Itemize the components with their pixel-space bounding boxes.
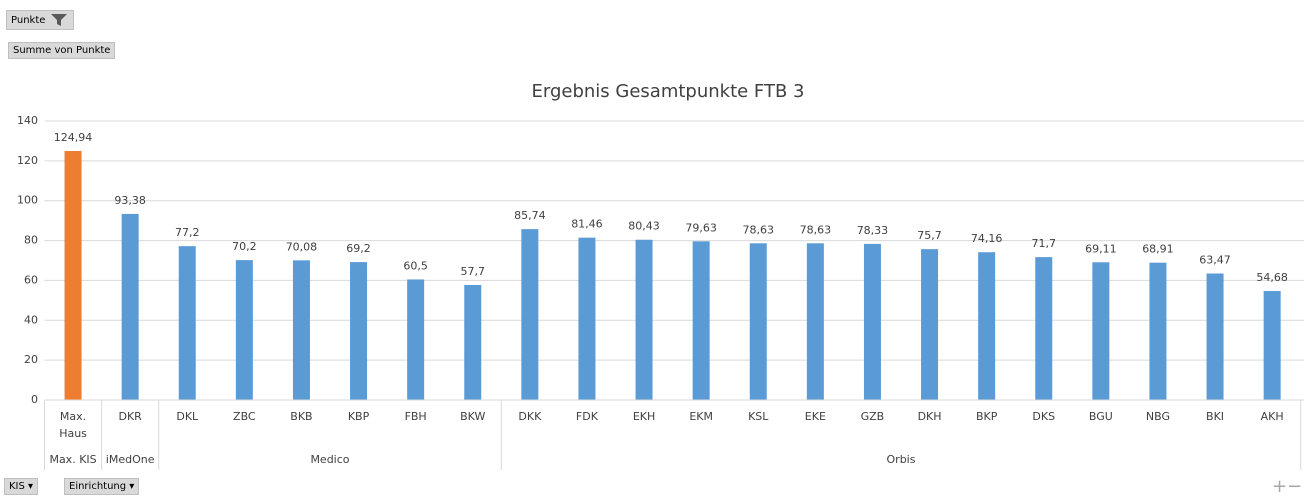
value-label: 70,2 bbox=[232, 240, 257, 253]
x-tick-label: ZBC bbox=[233, 410, 256, 423]
axis-field-button[interactable]: Einrichtung ▾ bbox=[64, 478, 140, 495]
x-tick-label: BKB bbox=[290, 410, 313, 423]
bar bbox=[292, 260, 310, 400]
bar bbox=[521, 229, 539, 400]
value-label: 75,7 bbox=[917, 229, 942, 242]
bar bbox=[749, 243, 767, 400]
x-tick-label: BKI bbox=[1206, 410, 1225, 423]
bar bbox=[178, 246, 196, 400]
value-label: 81,46 bbox=[571, 218, 603, 231]
bar bbox=[978, 252, 996, 400]
x-tick-label: Max. Haus bbox=[59, 410, 87, 440]
x-tick-label: DKL bbox=[176, 410, 199, 423]
x-tick-label: DKS bbox=[1032, 410, 1056, 423]
x-tick-label: NBG bbox=[1145, 410, 1170, 423]
bar bbox=[1206, 273, 1224, 400]
axis-field-button[interactable]: KIS ▾ bbox=[4, 478, 39, 495]
bar bbox=[350, 262, 368, 400]
group-label: Max. KIS bbox=[49, 453, 97, 466]
bar bbox=[1035, 257, 1053, 400]
value-label: 74,16 bbox=[971, 232, 1003, 245]
x-tick-label: BGU bbox=[1088, 410, 1113, 423]
group-label: Orbis bbox=[886, 453, 916, 466]
x-tick-label: DKK bbox=[518, 410, 542, 423]
value-label: 85,74 bbox=[514, 209, 546, 222]
x-tick-label: AKH bbox=[1260, 410, 1284, 423]
x-tick-label: GZB bbox=[860, 410, 885, 423]
value-label: 78,63 bbox=[743, 223, 775, 236]
bar bbox=[464, 285, 482, 400]
axis-field-label: KIS bbox=[9, 481, 25, 492]
value-label: 57,7 bbox=[461, 265, 486, 278]
x-tick-label: DKR bbox=[118, 410, 142, 423]
y-tick-label: 0 bbox=[31, 393, 38, 406]
x-tick-label: KBP bbox=[347, 410, 370, 423]
x-tick-label: DKH bbox=[917, 410, 942, 423]
bar bbox=[863, 243, 881, 400]
bar bbox=[64, 151, 82, 400]
value-label: 60,5 bbox=[403, 259, 428, 272]
x-tick-label: BKW bbox=[460, 410, 486, 423]
axis-field-label: Einrichtung bbox=[69, 481, 127, 492]
bar bbox=[578, 237, 596, 400]
value-label: 79,63 bbox=[685, 221, 717, 234]
bar bbox=[121, 213, 139, 400]
bar bbox=[1149, 262, 1167, 400]
value-label: 69,2 bbox=[346, 242, 371, 255]
x-tick-label: KSL bbox=[748, 410, 769, 423]
value-label: 70,08 bbox=[286, 240, 318, 253]
filter-icon bbox=[50, 14, 67, 26]
chart-title: Ergebnis Gesamtpunkte FTB 3 bbox=[532, 81, 805, 102]
filter-label: Punkte bbox=[11, 15, 46, 26]
bar bbox=[635, 239, 653, 400]
value-label: 78,63 bbox=[800, 223, 832, 236]
bar bbox=[235, 260, 253, 400]
y-tick-label: 60 bbox=[24, 273, 38, 286]
value-label: 71,7 bbox=[1032, 237, 1057, 250]
value-label: 78,33 bbox=[857, 224, 889, 237]
value-field-button[interactable]: Summe von Punkte bbox=[8, 42, 116, 59]
y-tick-label: 80 bbox=[24, 234, 38, 247]
bar bbox=[806, 243, 824, 400]
x-tick-label: EKH bbox=[632, 410, 656, 423]
bar bbox=[692, 241, 710, 400]
value-label: 93,38 bbox=[114, 194, 146, 207]
bar bbox=[1263, 291, 1281, 400]
value-label: 54,68 bbox=[1256, 271, 1288, 284]
value-label: 68,91 bbox=[1142, 243, 1174, 256]
group-label: Medico bbox=[310, 453, 350, 466]
value-label: 77,2 bbox=[175, 226, 200, 239]
bar bbox=[1092, 262, 1110, 400]
group-label: iMedOne bbox=[105, 453, 155, 466]
x-tick-label: FDK bbox=[575, 410, 598, 423]
y-tick-label: 100 bbox=[17, 194, 38, 207]
expand-collapse[interactable]: +− bbox=[1272, 476, 1303, 497]
value-label: 63,47 bbox=[1199, 254, 1231, 267]
y-tick-label: 40 bbox=[24, 313, 38, 326]
bar bbox=[407, 279, 425, 400]
x-tick-label: EKE bbox=[804, 410, 826, 423]
value-label: 124,94 bbox=[54, 131, 93, 144]
x-tick-label: FBH bbox=[404, 410, 427, 423]
y-tick-label: 120 bbox=[17, 154, 38, 167]
y-tick-label: 20 bbox=[24, 353, 38, 366]
x-tick-label: EKM bbox=[689, 410, 713, 423]
filter-button[interactable]: Punkte bbox=[6, 10, 74, 30]
y-tick-label: 140 bbox=[17, 114, 38, 127]
bar bbox=[921, 249, 939, 400]
value-label: 69,11 bbox=[1085, 242, 1117, 255]
value-label: 80,43 bbox=[628, 220, 660, 233]
x-tick-label: BKP bbox=[975, 410, 998, 423]
